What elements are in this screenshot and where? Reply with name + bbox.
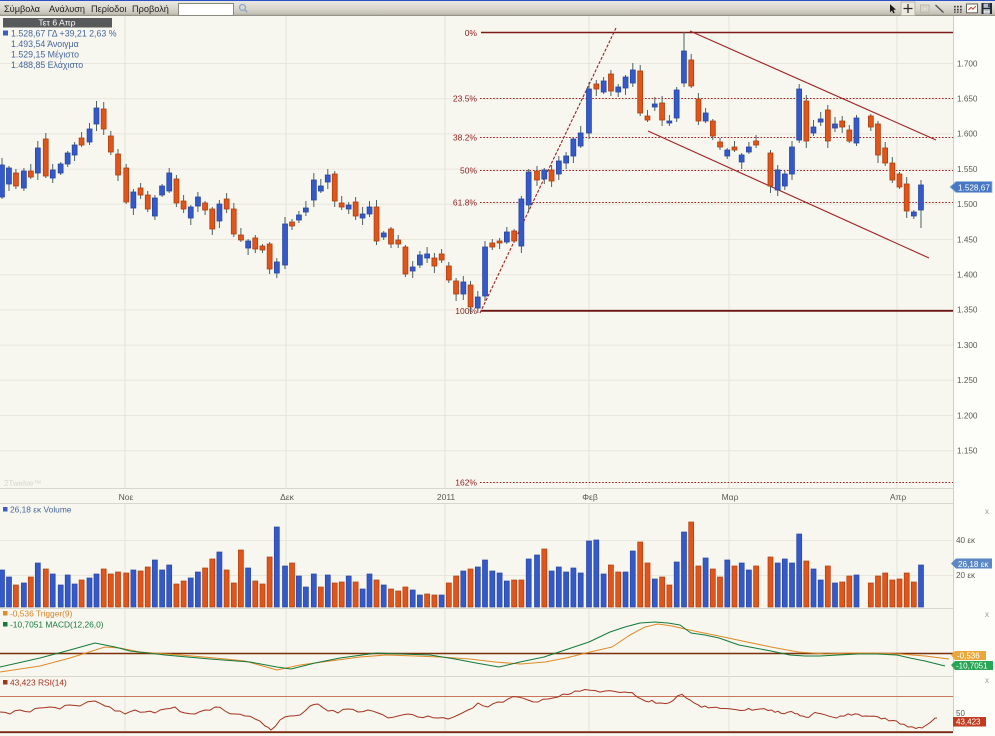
svg-text:1.700: 1.700	[957, 59, 978, 68]
svg-text:50%: 50%	[460, 165, 477, 175]
svg-text:Απρ: Απρ	[890, 492, 907, 502]
svg-text:1.500: 1.500	[957, 200, 978, 209]
svg-text:Φεβ: Φεβ	[582, 492, 598, 502]
svg-text:1.528,67: 1.528,67	[958, 184, 990, 193]
svg-text:23.5%: 23.5%	[453, 93, 478, 103]
svg-text:Δεκ: Δεκ	[280, 492, 294, 502]
svg-text:Νοε: Νοε	[119, 492, 134, 502]
svg-text:38.2%: 38.2%	[453, 132, 478, 142]
svg-text:43,423: 43,423	[956, 718, 981, 727]
svg-text:1.650: 1.650	[957, 95, 978, 104]
svg-text:1.488,85 Ελάχιστο: 1.488,85 Ελάχιστο	[11, 60, 83, 70]
svg-text:0%: 0%	[465, 28, 478, 38]
svg-text:43,423 RSI(14): 43,423 RSI(14)	[10, 678, 67, 688]
svg-text:26,18 εκ Volume: 26,18 εκ Volume	[10, 505, 72, 515]
svg-text:1.529,15 Μέγιστο: 1.529,15 Μέγιστο	[11, 50, 79, 60]
svg-text:100%: 100%	[455, 306, 477, 316]
svg-text:1.250: 1.250	[957, 376, 978, 385]
svg-text:2011: 2011	[437, 492, 456, 502]
svg-text:1.600: 1.600	[957, 130, 978, 139]
svg-text:x: x	[985, 507, 989, 516]
svg-text:20 εκ: 20 εκ	[956, 571, 976, 580]
svg-text:1.450: 1.450	[957, 235, 978, 244]
svg-text:Τετ 6 Απρ: Τετ 6 Απρ	[38, 18, 75, 28]
svg-text:1.528,67 ΓΔ +39,21 2,63 %: 1.528,67 ΓΔ +39,21 2,63 %	[11, 29, 117, 39]
svg-text:-10,7051 MACD(12,26,0): -10,7051 MACD(12,26,0)	[10, 620, 104, 630]
svg-text:Μαρ: Μαρ	[722, 492, 739, 502]
svg-text:1.400: 1.400	[957, 271, 978, 280]
svg-text:-10,7051: -10,7051	[956, 662, 988, 671]
svg-text:26,18 εκ: 26,18 εκ	[958, 560, 989, 569]
svg-text:-0,536 Trigger(9): -0,536 Trigger(9)	[10, 609, 73, 619]
svg-text:1.200: 1.200	[957, 411, 978, 420]
svg-text:40 εκ: 40 εκ	[956, 536, 976, 545]
svg-text:1.350: 1.350	[957, 306, 978, 315]
svg-text:1.550: 1.550	[957, 165, 978, 174]
svg-text:50: 50	[956, 709, 965, 718]
svg-text:1.493,54 Άνοιγμα: 1.493,54 Άνοιγμα	[11, 39, 79, 49]
svg-text:2Twelve™: 2Twelve™	[4, 479, 41, 488]
svg-text:1.300: 1.300	[957, 341, 978, 350]
svg-text:162%: 162%	[455, 477, 477, 487]
svg-text:1.150: 1.150	[957, 447, 978, 456]
svg-text:x: x	[985, 676, 989, 685]
svg-text:61.8%: 61.8%	[453, 197, 478, 207]
svg-text:-0,536: -0,536	[957, 652, 980, 661]
svg-text:x: x	[985, 610, 989, 619]
